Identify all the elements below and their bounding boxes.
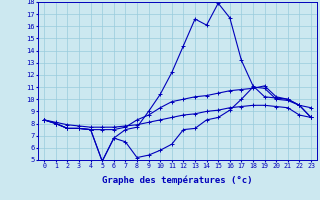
X-axis label: Graphe des températures (°c): Graphe des températures (°c): [102, 175, 253, 185]
